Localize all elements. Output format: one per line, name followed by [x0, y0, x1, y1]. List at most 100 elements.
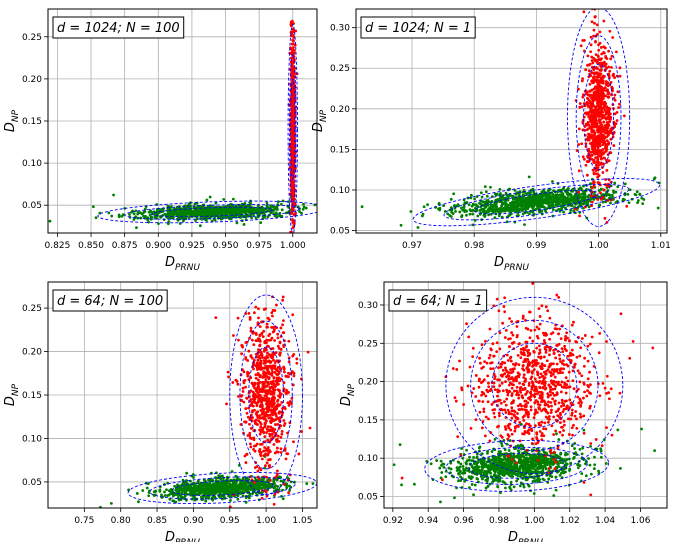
- red-point: [598, 125, 602, 129]
- red-point: [257, 307, 260, 311]
- red-point: [269, 425, 273, 429]
- green-point: [561, 192, 565, 196]
- green-point: [409, 210, 413, 213]
- green-point: [495, 205, 499, 209]
- green-point: [166, 208, 170, 212]
- red-point: [586, 160, 590, 164]
- red-point: [599, 162, 603, 166]
- red-point: [255, 404, 259, 408]
- green-point: [204, 217, 208, 221]
- green-point: [171, 499, 175, 503]
- red-point: [581, 93, 585, 97]
- green-point: [487, 210, 490, 214]
- red-point: [593, 134, 596, 138]
- green-point: [198, 224, 202, 228]
- red-point: [602, 114, 606, 118]
- green-point: [636, 201, 640, 205]
- red-point: [291, 30, 295, 34]
- red-point: [618, 66, 622, 70]
- green-point: [200, 217, 204, 221]
- green-point: [160, 493, 163, 497]
- green-point: [142, 210, 146, 214]
- red-point: [295, 361, 299, 365]
- red-point: [289, 371, 293, 375]
- green-point: [195, 209, 199, 213]
- green-point: [485, 194, 489, 198]
- green-point: [462, 205, 466, 209]
- green-point: [509, 205, 513, 209]
- green-point: [173, 484, 177, 488]
- green-point: [656, 206, 660, 210]
- subplot-1: 0.825 0.850 0.875 0.900 0.925 0.950 0.975 1.000…: [3, 8, 318, 273]
- red-point: [583, 205, 587, 209]
- red-point: [266, 365, 270, 368]
- x-tick-label: 1.00: [589, 241, 609, 251]
- green-point: [555, 203, 559, 207]
- red-point: [258, 339, 262, 343]
- green-point: [246, 209, 250, 213]
- green-point: [247, 495, 251, 498]
- green-point: [554, 200, 558, 204]
- red-point: [613, 76, 617, 79]
- green-point: [206, 207, 210, 211]
- green-point: [498, 187, 502, 191]
- red-point: [590, 93, 594, 97]
- green-point: [208, 204, 212, 207]
- green-point: [192, 476, 195, 479]
- green-point: [587, 194, 591, 198]
- green-point: [284, 211, 288, 215]
- green-point: [521, 207, 525, 211]
- green-point: [505, 220, 509, 224]
- red-point: [292, 128, 296, 132]
- green-point: [465, 201, 469, 204]
- green-point: [178, 484, 182, 488]
- green-point: [230, 208, 234, 212]
- green-point: [163, 490, 166, 494]
- red-point: [605, 57, 609, 60]
- red-point: [290, 166, 294, 170]
- green-point: [301, 207, 305, 211]
- red-point: [289, 252, 292, 255]
- green-point: [262, 484, 266, 488]
- red-point: [264, 364, 267, 368]
- red-point: [577, 127, 581, 131]
- red-point: [252, 343, 256, 347]
- green-point: [517, 214, 520, 217]
- green-point: [168, 497, 172, 501]
- red-point: [291, 119, 295, 122]
- green-point: [479, 191, 483, 195]
- green-point: [117, 215, 121, 219]
- red-point: [591, 147, 594, 151]
- green-point: [587, 205, 591, 209]
- red-point: [596, 157, 600, 161]
- green-point: [524, 205, 528, 209]
- red-point: [602, 97, 605, 100]
- green-point: [182, 488, 185, 492]
- green-point: [641, 202, 645, 206]
- red-point: [582, 10, 586, 14]
- red-point: [289, 269, 292, 272]
- green-point: [454, 210, 457, 213]
- y-tick-label: 0.15: [330, 145, 350, 155]
- green-point: [110, 214, 114, 218]
- green-point: [542, 205, 546, 209]
- red-point: [291, 91, 295, 95]
- annotation-box: d = 1024; N = 1: [360, 16, 476, 39]
- confidence-ellipse: [443, 183, 630, 221]
- red-point: [268, 403, 272, 406]
- green-point: [204, 499, 208, 503]
- green-point: [480, 195, 484, 199]
- red-point: [598, 142, 602, 145]
- green-point: [471, 212, 475, 216]
- green-point: [166, 481, 170, 485]
- green-point: [256, 209, 260, 212]
- red-point: [591, 150, 595, 153]
- green-point: [177, 486, 181, 490]
- red-point: [291, 220, 295, 224]
- x-tick-label: 0.97: [402, 241, 422, 251]
- green-point: [209, 208, 213, 212]
- green-point: [550, 195, 554, 199]
- red-point: [590, 134, 594, 138]
- green-point: [272, 486, 276, 490]
- green-point: [187, 216, 191, 220]
